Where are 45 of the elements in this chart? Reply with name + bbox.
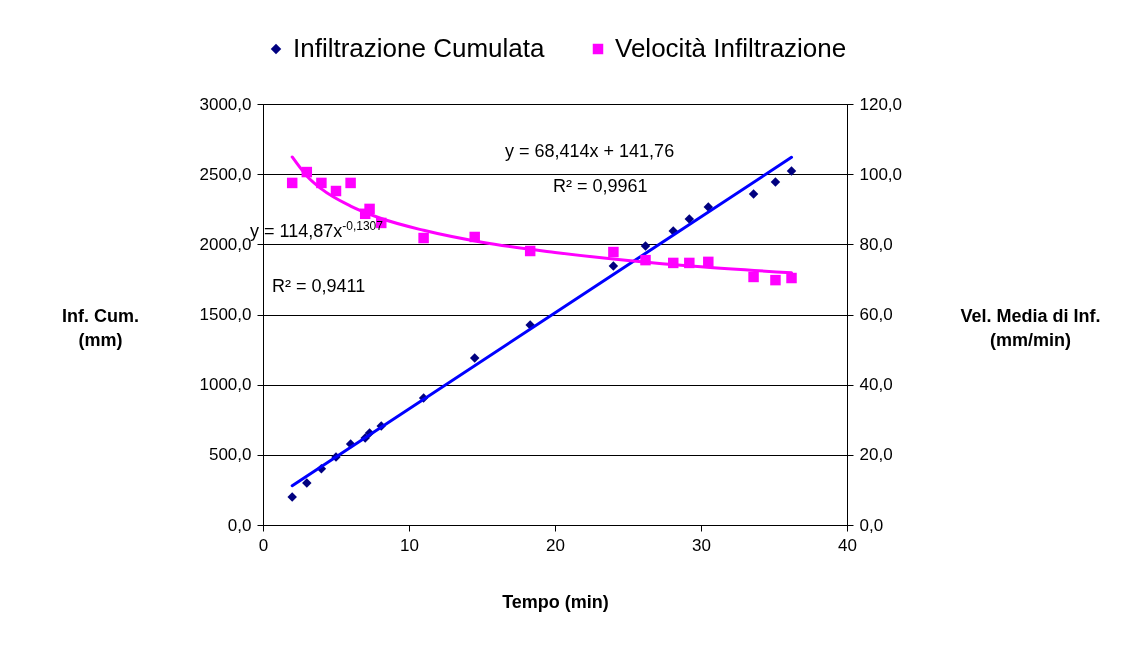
point [345, 177, 356, 189]
annotation: y = 114,87x$^{-0,1307}$ [250, 219, 384, 241]
point [684, 214, 695, 224]
point [302, 478, 312, 488]
x-tick-label: 20 [546, 535, 565, 555]
y-tick-label: 2500,0 [199, 164, 252, 184]
y-tick-label: 2000,0 [199, 234, 252, 254]
y-tick-label: 500,0 [208, 445, 252, 465]
point [469, 353, 480, 363]
x-tick-label: 0 [258, 535, 269, 555]
point [608, 246, 619, 258]
point [287, 492, 297, 502]
annotation: R² = 0,9411 [272, 276, 366, 296]
point [703, 202, 714, 212]
y2-tick-label: 100,0 [859, 164, 903, 184]
x-tick-label: 40 [838, 535, 857, 555]
point [286, 177, 298, 189]
legend-label: Velocità Infiltrazione [615, 33, 847, 63]
point [608, 261, 619, 271]
y-tick-label: 1000,0 [199, 375, 252, 395]
x-tick-label: 10 [400, 535, 419, 555]
y2-tick-label: 0,0 [859, 515, 884, 535]
y2-tick-label: 120,0 [859, 94, 903, 114]
point [748, 271, 759, 283]
y-tick-label: 3000,0 [199, 94, 252, 114]
y-axis-title: Inf. Cum. (mm) [62, 305, 139, 350]
y-tick-label: 0,0 [227, 515, 252, 535]
point [770, 177, 781, 187]
x-tick-label: 30 [692, 535, 711, 555]
point [770, 274, 781, 286]
y-tick-label: 1500,0 [199, 305, 252, 324]
point [786, 272, 797, 284]
point [418, 232, 429, 244]
y2-tick-label: 80,0 [859, 234, 893, 254]
point [786, 166, 797, 176]
x-axis-title: Tempo (min) [502, 591, 609, 612]
annotation: R² = 0,9961 [553, 176, 648, 196]
y2-tick-label: 40,0 [859, 375, 893, 395]
legend-label: Infiltrazione Cumulata [293, 33, 545, 63]
annotation: y = 68,414x + 141,76 [505, 141, 675, 161]
point [748, 189, 759, 199]
y2-axis-title: Vel. Media di Inf. (mm/min) [960, 305, 1101, 350]
y2-tick-label: 60,0 [859, 305, 893, 324]
y2-tick-label: 20,0 [859, 445, 893, 465]
point [640, 241, 651, 251]
